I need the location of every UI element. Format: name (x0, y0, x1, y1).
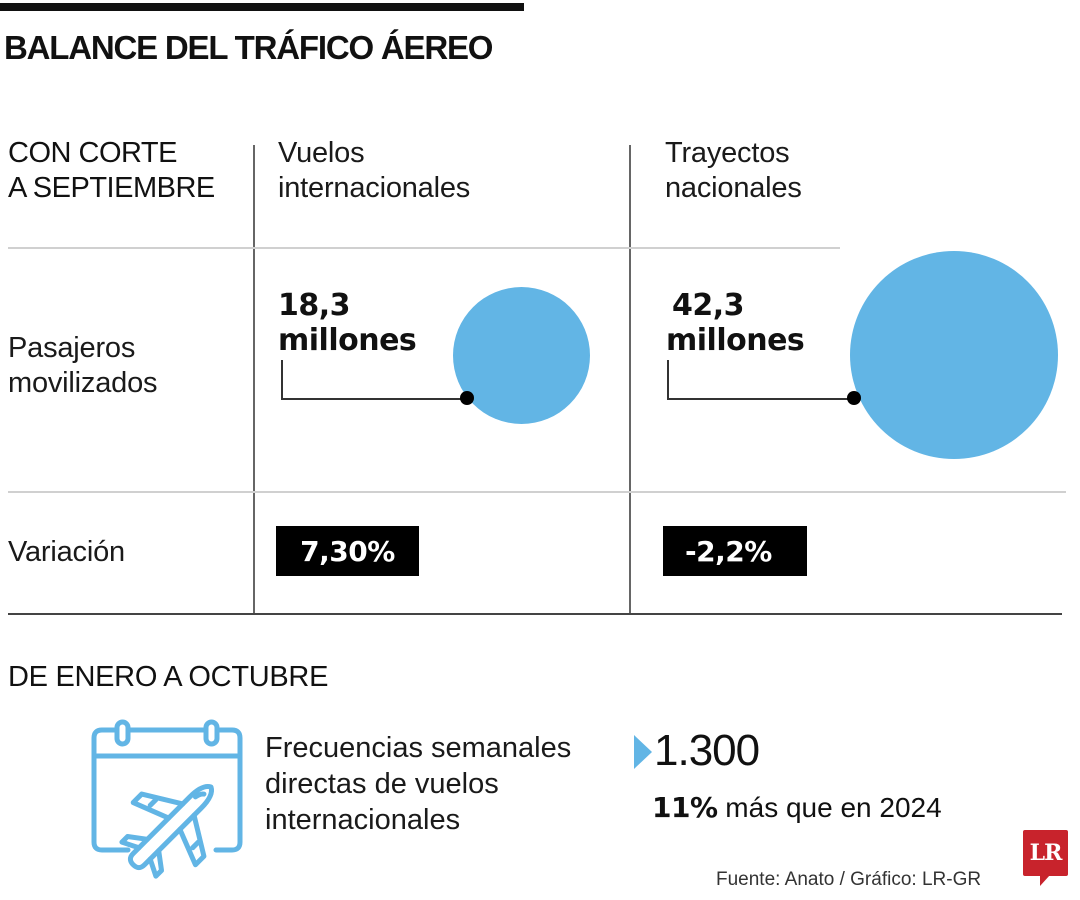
period-label-line1: CON CORTE (8, 137, 177, 169)
column-header-national: Trayectos nacionales (665, 136, 802, 206)
column-header-line1: Trayectos (665, 137, 790, 169)
period-label-line2: A SEPTIEMBRE (8, 172, 215, 204)
lr-logo-tail (1040, 875, 1050, 886)
header-row-divider (8, 247, 840, 249)
value-number: 42,3 (672, 288, 745, 323)
row-label-line1: Variación (8, 536, 125, 568)
passengers-international-value: 18,3 millones (278, 288, 417, 358)
variation-international-badge: 7,30% (276, 526, 419, 576)
row-label-variation: Variación (8, 535, 125, 570)
growth-percent: 11% (652, 791, 718, 824)
source-credit: Fuente: Anato / Gráfico: LR-GR (716, 869, 982, 890)
page-title: BALANCE DEL TRÁFICO ÁEREO (4, 29, 493, 66)
row-label-passengers: Pasajeros movilizados (8, 331, 158, 401)
row-label-line2: movilizados (8, 367, 158, 399)
section-title: DE ENERO A OCTUBRE (8, 661, 329, 693)
leader-dot (460, 391, 474, 405)
column-header-line2: nacionales (665, 172, 802, 204)
bubble-national (850, 251, 1058, 459)
column-header-international: Vuelos internacionales (278, 136, 470, 206)
calendar-airplane-icon (91, 719, 243, 879)
leader-line-horizontal (667, 398, 854, 400)
lr-logo: LR (1023, 830, 1068, 876)
description-line3: internacionales (265, 804, 461, 836)
value-unit: millones (278, 323, 417, 358)
leader-line-vertical (667, 360, 669, 399)
variation-national-badge: -2,2% (663, 526, 807, 576)
period-label: CON CORTE A SEPTIEMBRE (8, 136, 215, 206)
frequency-value: 1.300 (654, 726, 760, 775)
value-number: 18,3 (278, 288, 351, 323)
table-bottom-rule (8, 613, 1062, 615)
leader-line-vertical (281, 360, 283, 399)
top-rule (0, 3, 524, 11)
column-header-line1: Vuelos (278, 137, 365, 169)
column-divider-1 (253, 145, 255, 614)
leader-dot (847, 391, 861, 405)
column-divider-2 (629, 145, 631, 614)
value-unit: millones (666, 323, 805, 358)
description-line2: directas de vuelos (265, 768, 499, 800)
growth-note: 11% más que en 2024 (652, 790, 942, 826)
description-line1: Frecuencias semanales (265, 732, 572, 764)
passengers-row-divider (8, 491, 1066, 493)
row-label-line1: Pasajeros (8, 332, 136, 364)
column-header-line2: internacionales (278, 172, 471, 204)
leader-line-horizontal (281, 398, 467, 400)
frequency-description: Frecuencias semanales directas de vuelos… (265, 730, 571, 838)
bubble-international (453, 287, 590, 424)
growth-text: más que en 2024 (717, 792, 942, 823)
passengers-national-value: 42,3 millones (666, 288, 805, 358)
triangle-marker-icon (634, 735, 652, 769)
